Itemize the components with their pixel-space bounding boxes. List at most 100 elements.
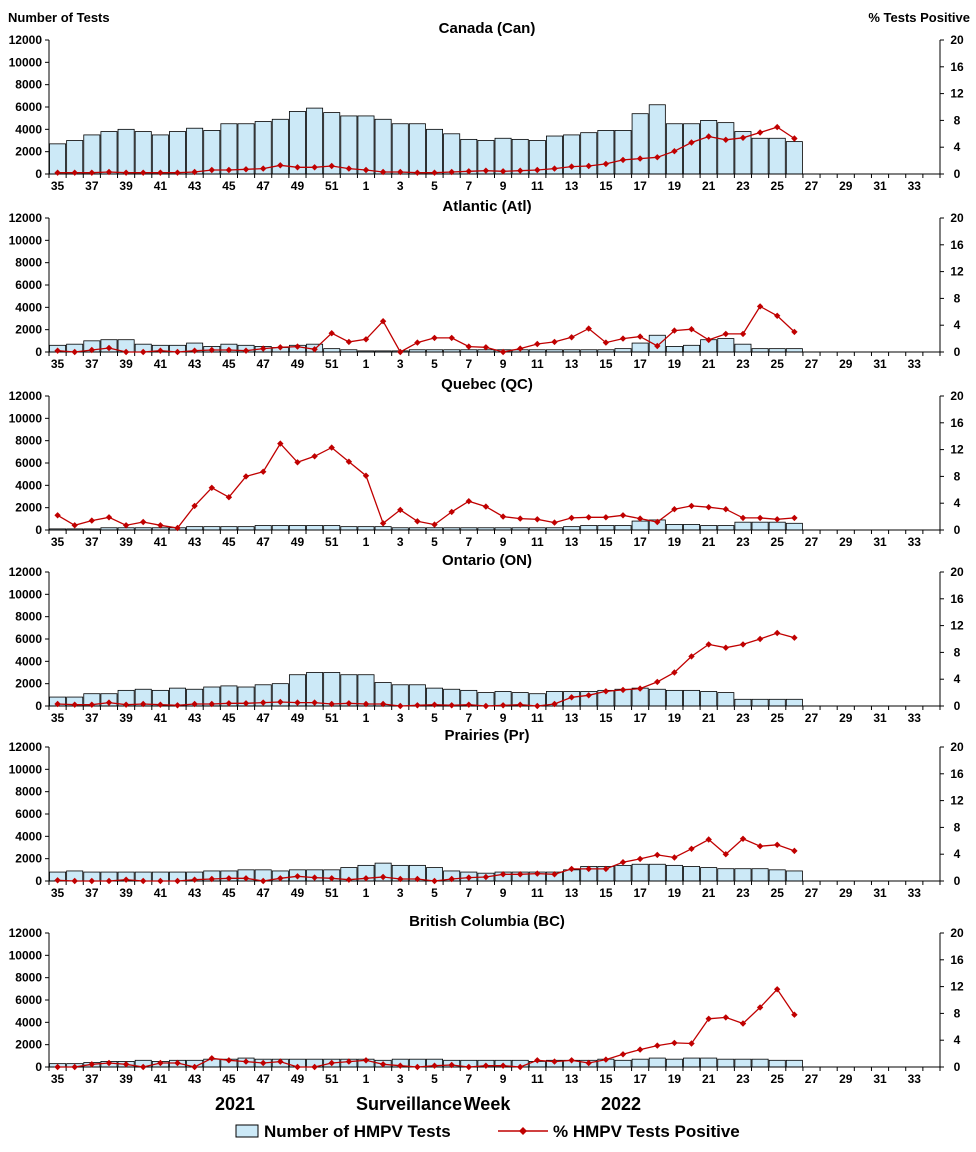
percent-positive-point xyxy=(705,1015,712,1022)
test-bar xyxy=(785,1059,803,1068)
panel-prairies-pr: Prairies (Pr) 0 2000 4000 6000 8000 10000 12000… xyxy=(9,727,964,900)
x-tick-label: 11 xyxy=(531,535,544,549)
x-tick-label: 21 xyxy=(702,1072,716,1086)
percent-positive-point xyxy=(791,328,798,336)
x-tick-label: 35 xyxy=(51,535,65,549)
x-tick-label: 5 xyxy=(431,886,438,900)
left-tick-label: 8000 xyxy=(15,434,42,448)
percent-positive-point xyxy=(791,847,798,855)
percent-positive-point xyxy=(88,169,95,176)
percent-positive-point xyxy=(260,468,267,475)
x-tick-label: 23 xyxy=(736,179,750,193)
left-tick-label: 6000 xyxy=(15,100,42,114)
x-tick-label: 3 xyxy=(397,886,404,900)
percent-positive-point xyxy=(140,1063,147,1071)
test-bar xyxy=(597,130,615,175)
left-tick-label: 0 xyxy=(35,874,42,888)
x-tick-label: 35 xyxy=(51,1072,65,1086)
x-tick-label: 13 xyxy=(565,886,579,900)
percent-positive-point xyxy=(362,1057,370,1064)
x-tick-label: 41 xyxy=(154,535,168,549)
x-tick-label: 33 xyxy=(908,357,922,371)
right-tick-label: 16 xyxy=(950,60,964,74)
percent-positive-point xyxy=(499,348,507,356)
percent-positive-point xyxy=(688,653,695,660)
test-bar xyxy=(768,869,786,882)
percent-positive-point xyxy=(517,871,524,878)
percent-positive-point xyxy=(465,1063,472,1071)
right-tick-label: 8 xyxy=(954,113,961,127)
right-tick-label: 4 xyxy=(954,847,961,861)
x-tick-label: 41 xyxy=(154,357,168,371)
test-bar xyxy=(785,870,803,882)
x-tick-label: 49 xyxy=(291,535,305,549)
right-tick-label: 20 xyxy=(950,389,964,403)
test-bar xyxy=(734,521,752,531)
right-tick-label: 12 xyxy=(950,794,964,808)
percent-positive-point xyxy=(551,338,558,346)
percent-positive-point xyxy=(602,339,610,346)
right-tick-label: 0 xyxy=(954,523,961,537)
percent-positive-point xyxy=(585,162,592,170)
x-tick-label: 35 xyxy=(51,886,65,900)
percent-positive-point xyxy=(619,156,627,164)
test-bar xyxy=(169,131,186,175)
percent-positive-point xyxy=(345,458,353,465)
x-tick-label: 37 xyxy=(85,535,99,549)
percent-positive-point xyxy=(71,522,78,529)
panel-british-columbia-bc: British Columbia (BC)0200040006000800010… xyxy=(9,913,964,1086)
percent-positive-point xyxy=(585,692,592,699)
x-label-2021: 2021 xyxy=(215,1094,255,1114)
percent-positive-point xyxy=(585,325,592,332)
percent-positive-point xyxy=(379,168,387,176)
percent-positive-point xyxy=(345,338,353,346)
x-tick-label: 39 xyxy=(119,886,133,900)
percent-positive-point xyxy=(294,873,301,880)
x-tick-label: 31 xyxy=(873,711,887,725)
percent-positive-point xyxy=(414,518,421,525)
percent-positive-point xyxy=(157,522,164,529)
panel-title: Canada (Can) xyxy=(439,20,536,37)
percent-positive-point xyxy=(345,700,353,707)
percent-positive-point xyxy=(397,348,404,356)
right-tick-label: 0 xyxy=(954,345,961,359)
percent-positive-point xyxy=(671,148,678,155)
test-bar xyxy=(151,134,169,175)
percent-positive-point xyxy=(448,508,455,516)
percent-positive-point xyxy=(739,1020,747,1027)
x-tick-label: 33 xyxy=(908,535,922,549)
percent-positive-point xyxy=(722,136,729,143)
percent-positive-point xyxy=(174,877,181,885)
x-tick-label: 29 xyxy=(839,179,853,193)
percent-positive-point xyxy=(774,629,781,637)
percent-positive-point xyxy=(568,514,575,522)
percent-positive-point xyxy=(71,169,78,176)
test-bar xyxy=(717,692,735,707)
percent-positive-point xyxy=(88,1061,95,1068)
percent-positive-point xyxy=(756,1004,764,1011)
percent-positive-point xyxy=(208,875,215,883)
percent-positive-point xyxy=(122,348,130,356)
percent-positive-point xyxy=(568,163,575,170)
test-bar xyxy=(717,1058,735,1068)
panel-atlantic-atl: Atlantic (Atl)02000400060008000100001200… xyxy=(9,198,964,371)
percent-positive-point xyxy=(71,348,78,356)
right-tick-label: 20 xyxy=(950,211,964,225)
panel-ontario-on: Ontario (ON) 0 2000 4000 6000 8000 10000 12000 0… xyxy=(9,552,964,725)
percent-positive-point xyxy=(636,1046,644,1053)
x-tick-label: 49 xyxy=(291,357,305,371)
percent-positive-point xyxy=(705,836,712,843)
percent-positive-point xyxy=(225,700,233,707)
percent-positive-point xyxy=(688,326,695,333)
percent-positive-point xyxy=(517,1063,524,1071)
percent-positive-point xyxy=(774,123,781,131)
percent-positive-point xyxy=(225,494,233,501)
percent-positive-point xyxy=(174,1059,181,1067)
percent-positive-point xyxy=(122,876,130,883)
percent-positive-point xyxy=(122,701,130,708)
test-bar xyxy=(374,118,392,175)
left-tick-label: 2000 xyxy=(15,1038,42,1052)
x-tick-label: 9 xyxy=(500,357,507,371)
x-tick-label: 7 xyxy=(465,357,472,371)
left-tick-label: 12000 xyxy=(9,740,43,754)
